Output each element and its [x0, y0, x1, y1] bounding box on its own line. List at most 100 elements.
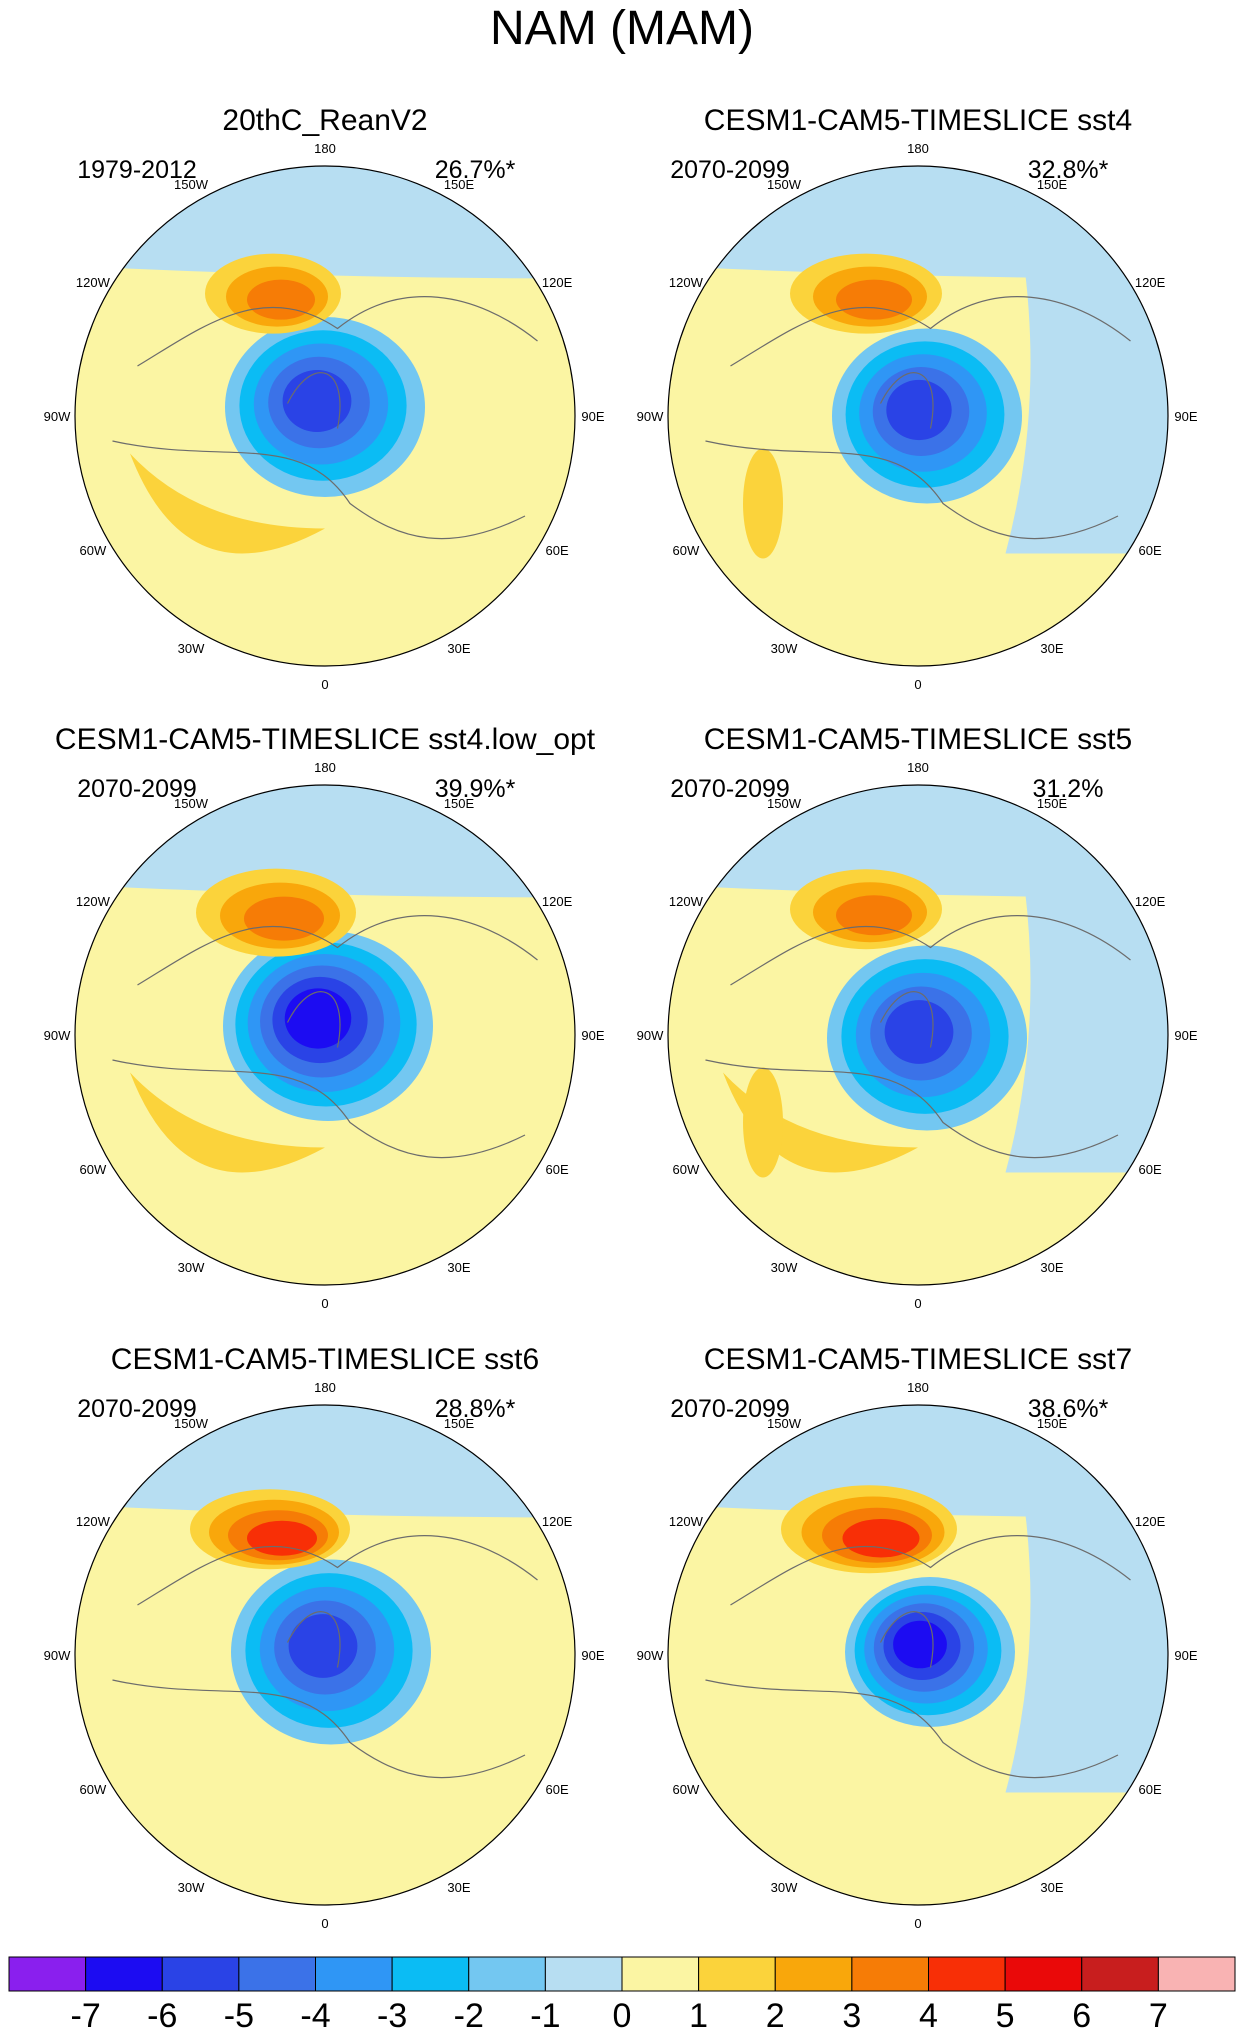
colorbar-swatch	[774, 1956, 853, 1992]
panel-variance: 26.7%*	[435, 156, 516, 184]
panel-period: 2070-2099	[670, 156, 790, 184]
colorbar-swatch	[315, 1956, 393, 1992]
coastline	[705, 296, 1131, 540]
contour-band	[836, 279, 912, 320]
longitude-label: 120W	[669, 894, 704, 909]
longitude-label: 150E	[1037, 177, 1068, 192]
colorbar-label: -6	[147, 1997, 177, 2035]
longitude-label: 30E	[1040, 641, 1063, 656]
longitude-label: 60W	[673, 1782, 700, 1797]
colorbar-label: -2	[454, 1997, 484, 2035]
colorbar-swatch	[698, 1956, 776, 1992]
colorbar-label: 1	[689, 1997, 708, 2035]
longitude-label: 180	[907, 760, 929, 775]
longitude-label: 150W	[174, 1416, 209, 1431]
longitude-label: 150W	[767, 177, 802, 192]
longitude-label: 150W	[174, 796, 209, 811]
colorbar-label: -3	[377, 1997, 407, 2035]
map-panel: CESM1-CAM5-TIMESLICE sst6 2070-2099 28.8%*…	[44, 1343, 605, 1931]
panel-period: 1979-2012	[77, 156, 197, 184]
panel-variance: 31.2%	[1033, 775, 1104, 803]
longitude-label: 60E	[1139, 543, 1162, 558]
colorbar-swatch	[85, 1956, 163, 1992]
longitude-label: 150E	[1037, 1416, 1068, 1431]
map-panel: CESM1-CAM5-TIMESLICE sst7 2070-2099 38.6%*…	[637, 1343, 1198, 1931]
longitude-label: 120W	[76, 275, 111, 290]
colorbar-label: 5	[996, 1997, 1015, 2035]
colorbar-swatch	[8, 1956, 87, 1992]
longitude-label: 30E	[447, 1260, 470, 1275]
anomaly-field	[668, 166, 1168, 666]
contour-band	[886, 379, 952, 441]
longitude-label: 90E	[581, 1648, 604, 1663]
colorbar-swatch	[851, 1956, 929, 1992]
map-panel: 20thC_ReanV2 1979-2012 26.7%* 180 150E 120E 90…	[44, 104, 605, 692]
panel-variance: 39.9%*	[435, 775, 516, 803]
longitude-label: 60W	[80, 1782, 107, 1797]
longitude-label: 30W	[771, 1880, 798, 1895]
map-border	[667, 1404, 1169, 1906]
colorbar-label: 3	[842, 1997, 861, 2035]
longitude-label: 30E	[1040, 1260, 1063, 1275]
colorbar: -7 -6 -5 -4 -3 -2 -1 0 1 2 3 4 5 6 7	[8, 1956, 1236, 2035]
longitude-label: 0	[914, 1916, 921, 1931]
contour-band	[244, 896, 324, 941]
colorbar-swatch	[161, 1956, 240, 1992]
contour-band	[247, 279, 315, 320]
colorbar-swatch	[1157, 1956, 1236, 1992]
colorbar-label: -7	[71, 1997, 101, 2035]
contour-band	[130, 1072, 325, 1173]
longitude-label: 60E	[546, 1782, 569, 1797]
longitude-label: 90E	[581, 409, 604, 424]
longitude-label: 30W	[178, 1260, 205, 1275]
longitude-label: 120W	[76, 894, 111, 909]
colorbar-label: -5	[224, 1997, 254, 2035]
panel-title: CESM1-CAM5-TIMESLICE sst6	[111, 1343, 539, 1376]
longitude-label: 90E	[1174, 1648, 1197, 1663]
colorbar-label: -4	[300, 1997, 330, 2035]
colorbar-label: 7	[1149, 1997, 1168, 2035]
map-panel: CESM1-CAM5-TIMESLICE sst4.low_opt 2070-20…	[44, 723, 605, 1311]
contour-band	[130, 453, 325, 554]
longitude-label: 90W	[637, 1028, 664, 1043]
longitude-label: 150E	[444, 177, 475, 192]
panel-title: 20thC_ReanV2	[222, 104, 427, 137]
colorbar-label: -1	[530, 1997, 560, 2035]
map-border	[74, 1404, 576, 1906]
panel-period: 2070-2099	[77, 1395, 197, 1423]
anomaly-field	[75, 785, 575, 1285]
contour-band	[743, 448, 783, 559]
map-border	[667, 784, 1169, 1286]
longitude-label: 0	[321, 1916, 328, 1931]
panel-title: CESM1-CAM5-TIMESLICE sst4	[704, 104, 1132, 137]
longitude-label: 120E	[542, 894, 573, 909]
panel-variance: 28.8%*	[435, 1395, 516, 1423]
longitude-label: 60W	[673, 1162, 700, 1177]
longitude-label: 30E	[447, 641, 470, 656]
longitude-label: 30W	[771, 1260, 798, 1275]
longitude-label: 60E	[546, 543, 569, 558]
contour-band	[842, 1518, 920, 1558]
colorbar-label: 6	[1072, 1997, 1091, 2035]
longitude-label: 120E	[1135, 1514, 1166, 1529]
longitude-label: 0	[321, 1296, 328, 1311]
longitude-label: 90W	[637, 1648, 664, 1663]
colorbar-swatch	[391, 1956, 470, 1992]
longitude-label: 150E	[1037, 796, 1068, 811]
longitude-label: 120W	[669, 1514, 704, 1529]
longitude-label: 60E	[1139, 1162, 1162, 1177]
colorbar-swatch	[928, 1956, 1006, 1992]
longitude-label: 150E	[444, 1416, 475, 1431]
contour-band	[893, 1620, 947, 1669]
colorbar-label: 2	[766, 1997, 785, 2035]
contour-band	[836, 895, 912, 936]
map-panel: CESM1-CAM5-TIMESLICE sst4 2070-2099 32.8%*…	[637, 104, 1198, 692]
colorbar-label: 4	[919, 1997, 938, 2035]
panel-title: CESM1-CAM5-TIMESLICE sst4.low_opt	[55, 723, 596, 756]
coastline	[705, 1535, 1131, 1779]
map-border	[74, 165, 576, 667]
coastline	[112, 915, 538, 1159]
contour-band	[743, 1067, 783, 1178]
